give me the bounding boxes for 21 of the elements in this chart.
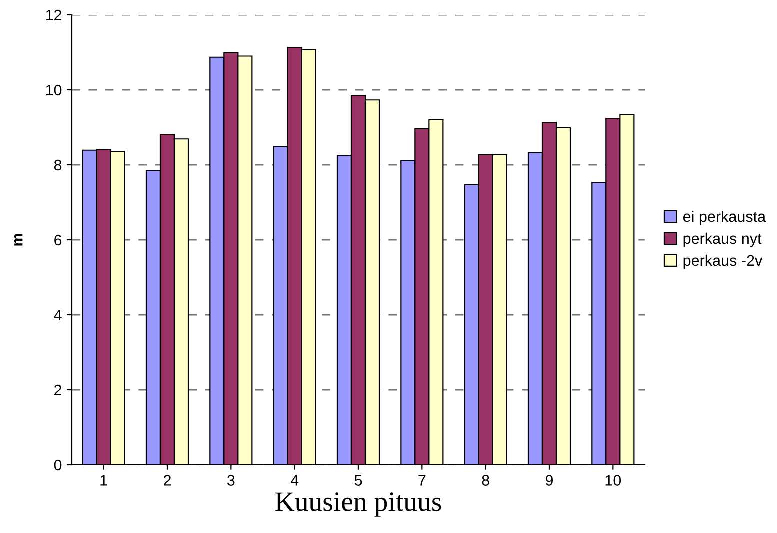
- y-tick-label: 0: [54, 460, 62, 471]
- legend-label: ei perkausta: [683, 210, 766, 226]
- y-tick-label: 12: [46, 10, 62, 21]
- x-tick-label: 7: [418, 475, 426, 486]
- x-tick-label: 10: [606, 475, 622, 486]
- y-axis-title: m: [14, 234, 23, 246]
- y-tick-label: 4: [54, 310, 62, 321]
- x-tick-label: 1: [100, 475, 108, 486]
- y-tick-label: 8: [54, 160, 62, 171]
- y-tick-label: 10: [46, 84, 62, 96]
- x-tick-label: 4: [290, 475, 299, 486]
- legend-label: perkaus -2v: [684, 254, 763, 270]
- x-tick-label: 3: [228, 475, 235, 486]
- y-tick-label: 6: [54, 234, 62, 246]
- y-tick-label: 2: [54, 384, 62, 396]
- x-tick-label: 2: [164, 475, 171, 486]
- x-tick-label: 9: [546, 475, 554, 486]
- x-tick-label: 8: [482, 475, 490, 486]
- x-tick-label: 5: [354, 475, 362, 486]
- x-axis-title: Kuusien pituus: [276, 492, 442, 517]
- legend-label: perkaus nyt: [684, 232, 762, 248]
